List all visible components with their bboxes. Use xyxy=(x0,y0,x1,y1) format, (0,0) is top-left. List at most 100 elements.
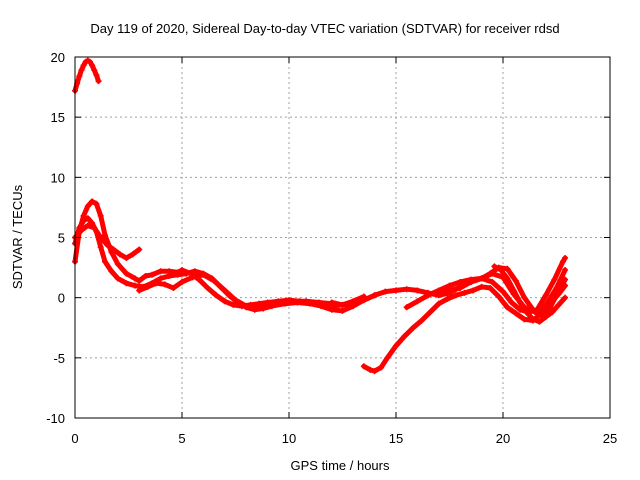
series-late-3 xyxy=(491,263,569,325)
data-point xyxy=(123,280,130,287)
data-point xyxy=(211,277,218,284)
data-point xyxy=(504,265,511,272)
data-point xyxy=(91,224,98,231)
data-point xyxy=(562,294,569,301)
data-point xyxy=(123,254,130,261)
data-point xyxy=(339,307,346,314)
x-tick-label: 20 xyxy=(496,431,510,446)
data-point xyxy=(170,285,177,292)
data-point xyxy=(315,299,322,306)
data-point xyxy=(76,73,83,80)
data-point xyxy=(547,304,554,311)
data-point xyxy=(136,246,143,253)
data-point xyxy=(410,324,417,331)
data-point xyxy=(108,268,115,275)
data-point xyxy=(549,309,556,316)
series-arc-d xyxy=(136,271,335,311)
data-point xyxy=(350,300,357,307)
data-point xyxy=(401,333,408,340)
data-point xyxy=(489,279,496,286)
data-point xyxy=(84,203,91,210)
grid xyxy=(75,57,610,418)
data-point xyxy=(403,286,410,293)
data-point xyxy=(478,283,485,290)
data-point xyxy=(116,251,123,258)
data-point xyxy=(500,288,506,295)
data-point xyxy=(78,227,85,234)
data-point xyxy=(508,299,515,306)
data-point xyxy=(277,300,284,307)
data-point xyxy=(393,342,399,349)
data-point xyxy=(444,295,451,302)
x-axis-label: GPS time / hours xyxy=(291,458,390,473)
data-point xyxy=(174,271,181,278)
data-point xyxy=(93,72,100,79)
data-point xyxy=(487,270,494,277)
data-point xyxy=(89,198,96,205)
data-point xyxy=(200,271,207,278)
data-point xyxy=(523,309,530,316)
series-group xyxy=(72,57,569,375)
data-point xyxy=(161,281,168,288)
data-point xyxy=(86,58,93,65)
series-dip xyxy=(360,282,569,375)
y-tick-label: 10 xyxy=(51,170,65,185)
y-tick-label: -5 xyxy=(53,351,65,366)
series-arc-c xyxy=(72,222,143,261)
data-point xyxy=(497,266,504,273)
data-point xyxy=(555,301,562,308)
data-point xyxy=(179,279,185,286)
data-point xyxy=(512,310,519,317)
data-point xyxy=(157,268,164,275)
data-point xyxy=(360,297,367,304)
axis-ticks: 0 5 10 15 20 25 -10 -5 0 5 10 15 20 xyxy=(46,50,617,446)
series-line xyxy=(491,263,568,325)
chart-title: Day 119 of 2020, Sidereal Day-to-day VTE… xyxy=(90,21,559,36)
data-point xyxy=(136,287,143,294)
data-point xyxy=(93,200,100,207)
data-point xyxy=(542,292,549,299)
data-point xyxy=(461,289,468,296)
data-point xyxy=(457,279,464,286)
data-point xyxy=(491,263,498,270)
y-tick-label: 0 xyxy=(58,291,65,306)
x-tick-label: 25 xyxy=(603,431,617,446)
data-point xyxy=(542,313,549,320)
data-point xyxy=(517,299,524,306)
data-point xyxy=(221,287,228,294)
y-axis-label: SDTVAR / TECUs xyxy=(10,184,25,289)
data-point xyxy=(536,318,543,325)
data-point xyxy=(101,232,108,239)
data-point xyxy=(418,317,425,324)
data-point xyxy=(367,366,374,373)
data-point xyxy=(378,364,385,371)
data-point xyxy=(129,251,136,258)
x-tick-label: 10 xyxy=(282,431,296,446)
data-point xyxy=(123,270,130,277)
data-point xyxy=(243,303,250,310)
data-point xyxy=(414,287,421,294)
data-point xyxy=(183,270,190,277)
data-point xyxy=(97,244,104,251)
data-point xyxy=(446,287,453,294)
data-point xyxy=(559,258,566,265)
series-late-2 xyxy=(435,254,569,316)
data-point xyxy=(290,298,297,305)
data-point xyxy=(328,299,335,306)
data-point xyxy=(467,279,474,286)
data-point xyxy=(221,298,228,305)
data-point xyxy=(136,277,143,284)
data-point xyxy=(457,285,464,292)
data-point xyxy=(360,363,367,370)
data-point xyxy=(529,316,536,323)
data-point xyxy=(478,275,485,282)
data-point xyxy=(521,294,528,301)
data-point xyxy=(97,212,104,219)
data-point xyxy=(84,222,91,229)
data-point xyxy=(534,306,541,313)
data-point xyxy=(339,301,346,308)
data-point xyxy=(131,275,138,282)
data-point xyxy=(95,78,102,85)
data-point xyxy=(435,288,442,295)
data-point xyxy=(80,217,87,224)
